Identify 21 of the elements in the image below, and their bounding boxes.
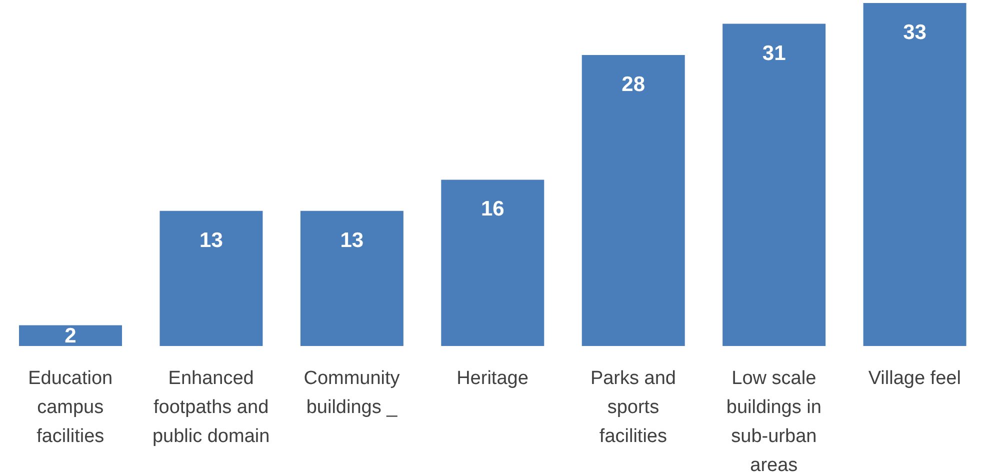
x-tick-label: Community buildings _: [304, 368, 400, 418]
bar: [582, 54, 685, 346]
bar: [863, 3, 966, 346]
bar: [300, 210, 404, 346]
bar: [160, 210, 263, 346]
x-tick-label: Parks and sports facilities: [590, 368, 676, 447]
data-label: 33: [903, 21, 926, 44]
data-label: 2: [64, 324, 76, 348]
x-tick-label: Village feel: [868, 368, 961, 389]
data-label: 16: [480, 198, 504, 221]
data-label: 13: [200, 228, 223, 252]
x-tick-label: Heritage: [456, 368, 528, 389]
bar: [19, 325, 122, 346]
data-label: 13: [340, 228, 364, 252]
bar: [441, 180, 544, 346]
x-tick-label: Education campus facilities: [28, 368, 113, 447]
x-tick-label: Low scale buildings in sub-urban areas: [726, 368, 822, 475]
x-tick-label: Enhanced footpaths and public domain: [152, 368, 270, 447]
data-label: 31: [762, 42, 786, 65]
bar: [722, 24, 826, 346]
data-label: 28: [622, 72, 646, 96]
